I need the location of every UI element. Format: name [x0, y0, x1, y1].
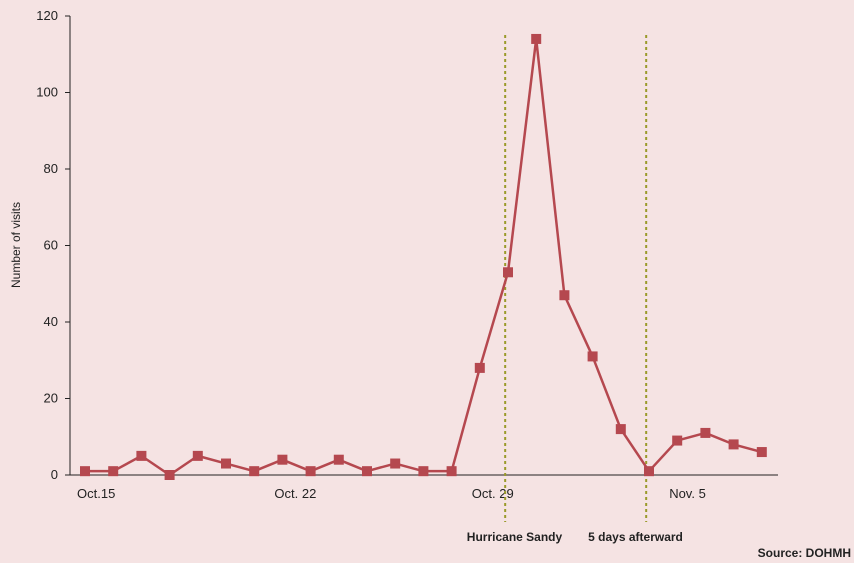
data-point: [615, 424, 626, 435]
data-point: [221, 458, 231, 469]
data-point: [559, 290, 570, 301]
data-point: [164, 470, 175, 480]
data-point: [446, 466, 457, 477]
y-tick-label: 100: [36, 85, 58, 100]
x-tick-label: Oct.15: [77, 486, 115, 501]
y-tick-label: 120: [36, 8, 58, 23]
data-point: [192, 450, 203, 461]
x-axis: Oct.15 Oct. 22 Oct. 29 Nov. 5: [70, 474, 778, 501]
data-point: [390, 458, 401, 469]
data-point: [503, 267, 513, 278]
x-tick-label: Oct. 29: [472, 486, 514, 501]
x-tick-label: Nov. 5: [669, 486, 706, 501]
data-point: [728, 439, 739, 450]
data-point: [672, 435, 683, 446]
source-note: Source: DOHMH: [758, 546, 851, 560]
data-point: [474, 362, 485, 373]
data-point: [277, 454, 288, 465]
data-point: [756, 447, 767, 458]
y-axis: 0 20 40 60 80 100 120: [36, 8, 71, 482]
data-point: [108, 466, 119, 477]
y-tick-label: 80: [44, 161, 58, 176]
series-layer: [80, 33, 767, 480]
data-point: [305, 466, 316, 477]
data-point: [249, 466, 260, 477]
data-point: [333, 454, 344, 465]
x-tick-label: Oct. 22: [274, 486, 316, 501]
data-point: [587, 351, 598, 362]
data-point: [644, 466, 654, 477]
annotations: Hurricane Sandy 5 days afterward: [467, 35, 683, 544]
y-tick-label: 40: [44, 314, 58, 329]
annotation-label: Hurricane Sandy: [467, 530, 563, 544]
data-point: [136, 450, 147, 461]
data-point: [700, 427, 711, 438]
y-tick-label: 60: [44, 238, 58, 253]
data-point: [418, 466, 429, 477]
data-point: [531, 33, 542, 44]
y-tick-label: 20: [44, 391, 58, 406]
series-line: [85, 37, 763, 477]
data-point: [80, 466, 90, 477]
y-axis-title: Number of visits: [9, 202, 23, 288]
y-tick-label: 0: [51, 467, 58, 482]
data-point: [362, 466, 372, 477]
annotation-label: 5 days afterward: [588, 530, 683, 544]
